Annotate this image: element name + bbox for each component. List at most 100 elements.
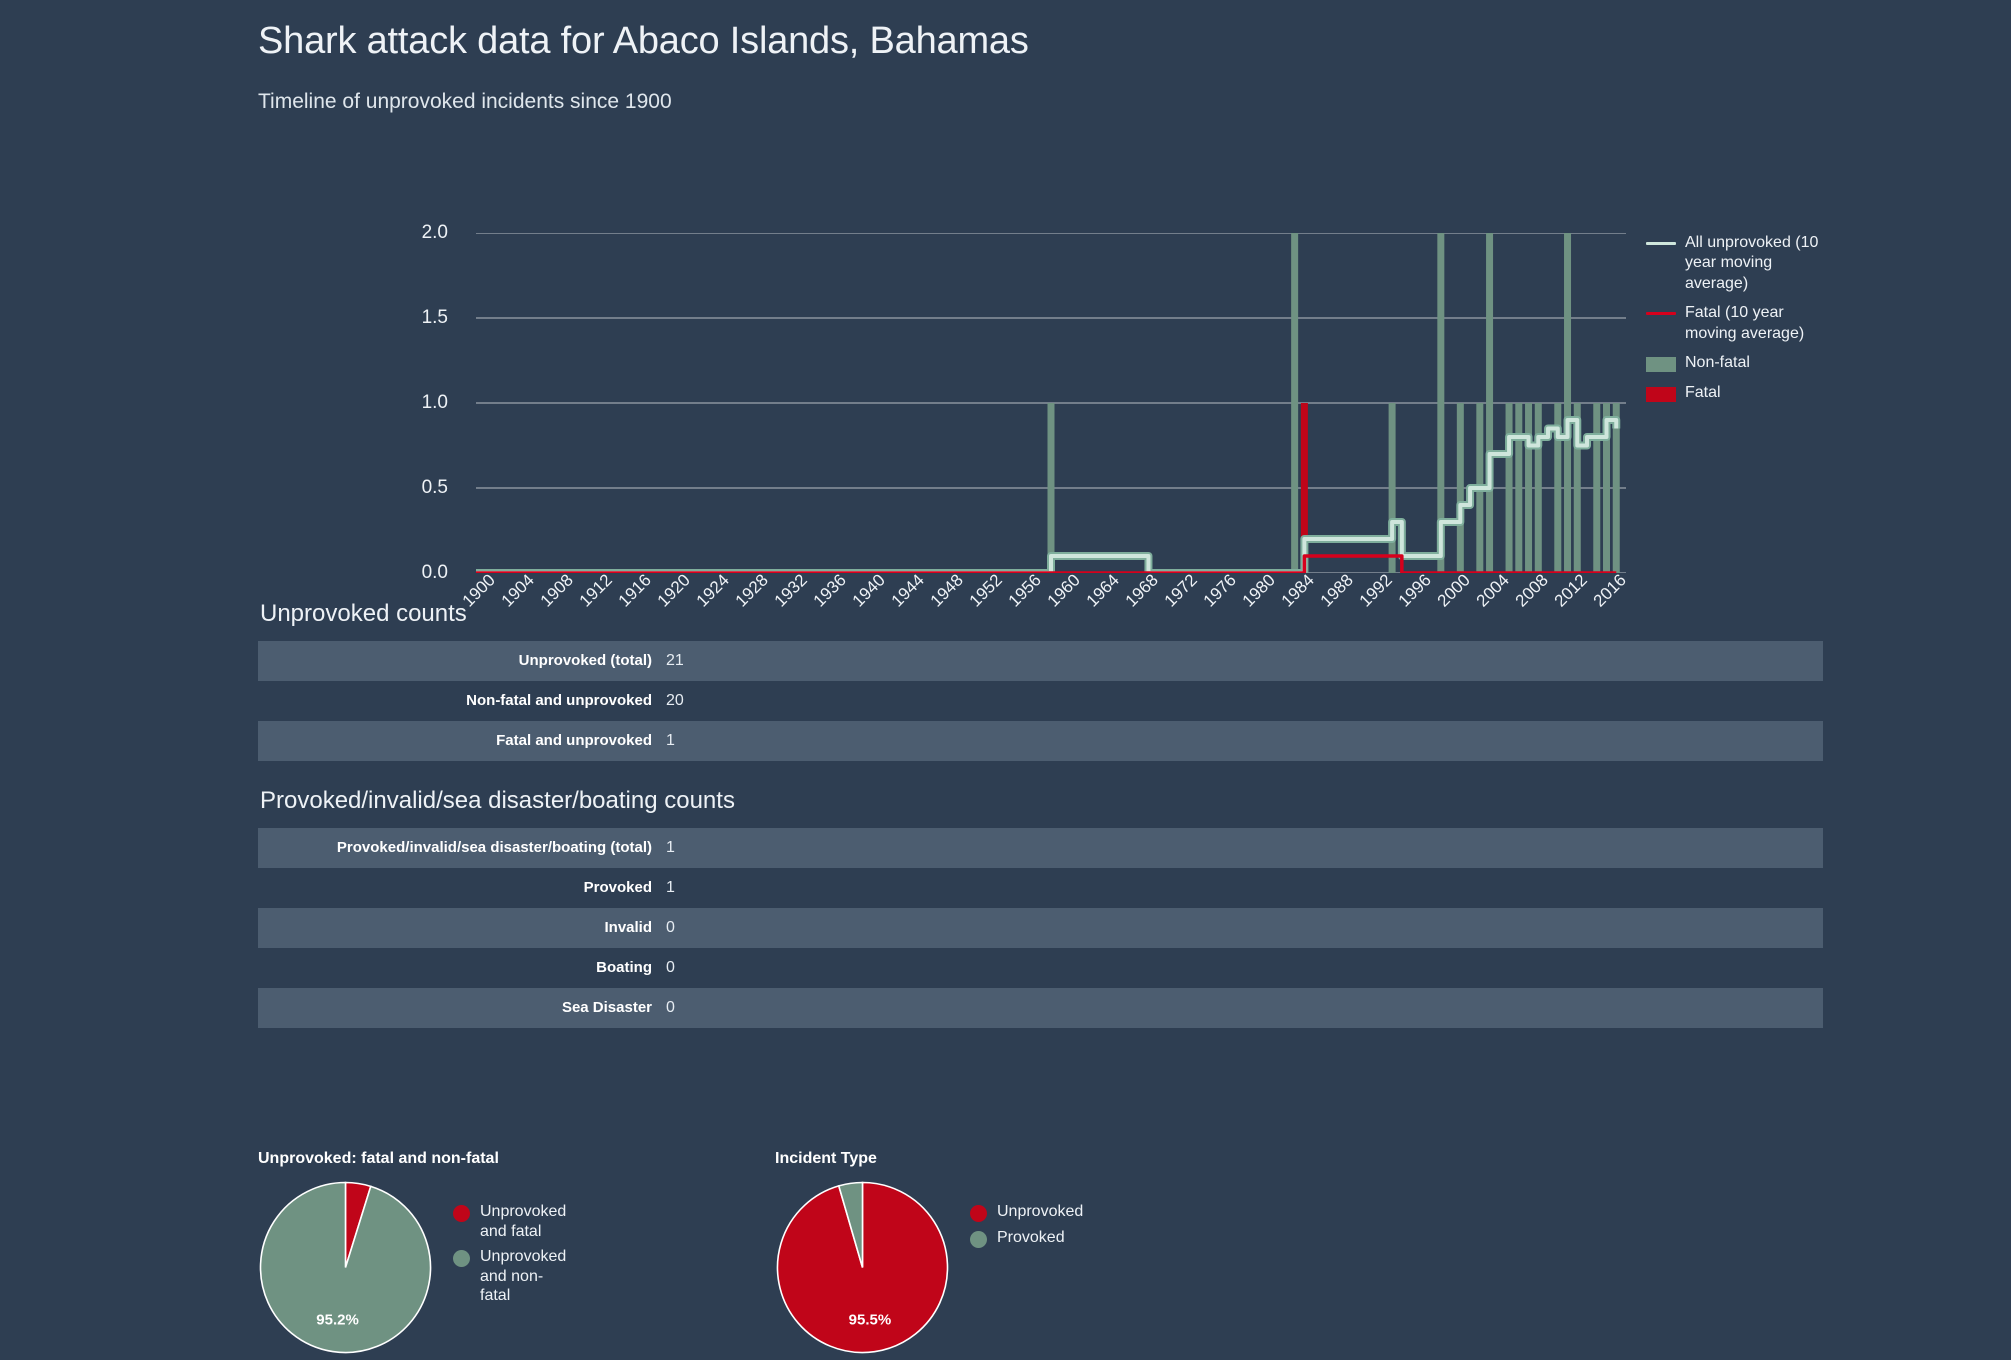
y-axis-tick: 1.0	[421, 392, 448, 413]
provoked-counts-table: Provoked/invalid/sea disaster/boating (t…	[258, 827, 1823, 1028]
row-label: Unprovoked (total)	[518, 652, 652, 670]
pie-legend-dot	[453, 1205, 470, 1222]
pie-legend-dot	[970, 1205, 987, 1222]
pie-row: 95.5% Unprovoked Provoked	[775, 1180, 1083, 1355]
chart-legend-item[interactable]: All unprovoked (10 year moving average)	[1646, 233, 1831, 294]
table-row: Boating 0	[258, 948, 1823, 988]
pie-percent-label: 95.5%	[849, 1312, 892, 1329]
pie-title: Incident Type	[775, 1150, 877, 1167]
header: Shark attack data for Abaco Islands, Bah…	[258, 18, 1029, 115]
row-value: 20	[666, 691, 684, 709]
row-value: 0	[666, 918, 675, 936]
pie-legend-label: Unprovoked	[997, 1203, 1084, 1220]
row-label: Boating	[596, 959, 652, 977]
y-axis-tick: 0.0	[421, 562, 448, 583]
line-fatal-moving-average	[476, 554, 1617, 573]
pie-legend-item[interactable]: Unprovoked and fatal	[453, 1202, 572, 1241]
bar-non-fatal	[1437, 233, 1445, 573]
chart-legend-label: Non-fatal	[1685, 354, 1750, 372]
pie-legend-dot	[453, 1250, 470, 1268]
unprovoked-counts-heading: Unprovoked counts	[260, 600, 467, 627]
table-row: Non-fatal and unprovoked 20	[258, 681, 1823, 721]
bar-non-fatal	[1525, 403, 1533, 573]
pie-svg: 95.5%	[776, 1181, 949, 1354]
y-axis-labels: 0.0 0.5 1.0 1.5 2.0	[258, 222, 466, 583]
pie-slice[interactable]	[837, 1181, 864, 1268]
table-row: Sea Disaster 0	[258, 987, 1823, 1028]
bar-non-fatal	[1593, 403, 1601, 573]
chart-legend-item[interactable]: Non-fatal	[1646, 353, 1831, 373]
pie-card: Unprovoked: fatal and non-fatal 95.2% Unpr…	[258, 1150, 572, 1355]
chart-legend-item[interactable]: Fatal	[1646, 383, 1831, 403]
pie-row: 95.2% Unprovoked and fatal Unprovoked and …	[258, 1180, 572, 1355]
row-value: 1	[666, 878, 675, 896]
plot-area	[476, 233, 1626, 573]
row-label: Provoked	[583, 879, 652, 897]
pie-title: Unprovoked: fatal and non-fatal	[258, 1150, 499, 1167]
pie-legend: Unprovoked Provoked	[970, 1180, 1083, 1254]
table-row: Invalid 0	[258, 907, 1823, 948]
pie-legend-item[interactable]: Unprovoked and non-fatal	[453, 1247, 572, 1306]
bar-non-fatal	[1505, 403, 1513, 573]
provoked-counts-section: Provoked/invalid/sea disaster/boating co…	[258, 787, 1823, 1028]
bar-non-fatal	[1486, 233, 1494, 573]
line-all-unprovoked-moving-average	[476, 418, 1619, 573]
pie-legend-label: Unprovoked and non-fatal	[480, 1248, 567, 1305]
legend-line-swatch	[1646, 242, 1676, 245]
row-value: 0	[666, 958, 675, 976]
provoked-counts-heading: Provoked/invalid/sea disaster/boating co…	[260, 787, 735, 814]
unprovoked-counts-section: Unprovoked counts Unprovoked (total) 21 No…	[258, 600, 1823, 761]
bar-non-fatal	[1554, 403, 1562, 573]
row-value: 1	[666, 838, 675, 856]
y-axis-tick: 1.5	[421, 307, 448, 328]
chart-legend-label: All unprovoked (10 year moving average)	[1685, 234, 1819, 292]
pie-card: Incident Type 95.5% Unprovoked Provoked	[775, 1150, 1083, 1355]
unprovoked-counts-table: Unprovoked (total) 21 Non-fatal and unprov…	[258, 640, 1823, 761]
pie-legend-dot	[970, 1231, 987, 1248]
bar-non-fatal	[1573, 403, 1581, 573]
bar-non-fatal	[1515, 403, 1523, 573]
pie-legend-label: Provoked	[997, 1229, 1065, 1246]
timeline-chart: 0.0 0.5 1.0 1.5 2.0 1900 1904 1908 1912 1916 1920…	[258, 205, 1819, 625]
legend-box-swatch	[1646, 357, 1676, 373]
bar-non-fatal	[1047, 403, 1055, 573]
page-subtitle: Timeline of unprovoked incidents since 1…	[258, 89, 672, 113]
row-label: Invalid	[604, 919, 652, 937]
row-label: Non-fatal and unprovoked	[466, 692, 652, 710]
bar-non-fatal	[1612, 403, 1620, 573]
pie-legend-item[interactable]: Unprovoked	[970, 1202, 1083, 1222]
table-row: Fatal and unprovoked 1	[258, 720, 1823, 761]
legend-box-swatch	[1646, 386, 1676, 402]
pie-svg: 95.2%	[259, 1181, 432, 1354]
bar-non-fatal	[1534, 403, 1542, 573]
y-axis-tick: 2.0	[421, 222, 448, 243]
pie-legend-item[interactable]: Provoked	[970, 1228, 1083, 1248]
bar-fatal	[1300, 403, 1308, 573]
pie-legend-label: Unprovoked and fatal	[480, 1203, 567, 1240]
row-value: 1	[666, 731, 675, 749]
table-row: Provoked 1	[258, 868, 1823, 908]
pie-percent-label: 95.2%	[316, 1312, 359, 1329]
page-title: Shark attack data for Abaco Islands, Bah…	[258, 20, 1029, 62]
row-label: Provoked/invalid/sea disaster/boating (t…	[336, 839, 652, 857]
bar-non-fatal	[1603, 403, 1611, 573]
bar-non-fatal	[1456, 403, 1464, 573]
bar-non-fatal	[1564, 233, 1572, 573]
chart-legend-item[interactable]: Fatal (10 year moving average)	[1646, 303, 1831, 344]
y-axis-tick: 0.5	[421, 477, 448, 498]
bar-non-fatal	[1291, 233, 1299, 573]
pie-legend: Unprovoked and fatal Unprovoked and non-f…	[453, 1180, 572, 1312]
plot-svg	[476, 233, 1626, 573]
row-label: Sea Disaster	[561, 999, 652, 1017]
chart-legend: All unprovoked (10 year moving average) F…	[1646, 233, 1831, 412]
row-value: 21	[666, 651, 684, 669]
legend-line-swatch	[1646, 312, 1676, 316]
line-all-unprovoked-moving-average-halo	[476, 416, 1621, 573]
table-row: Provoked/invalid/sea disaster/boating (t…	[258, 827, 1823, 868]
pie-slice[interactable]	[259, 1181, 432, 1354]
bar-non-fatal	[1388, 403, 1396, 573]
chart-legend-label: Fatal	[1685, 383, 1721, 401]
chart-legend-label: Fatal (10 year moving average)	[1685, 304, 1805, 342]
row-label: Fatal and unprovoked	[496, 732, 652, 750]
